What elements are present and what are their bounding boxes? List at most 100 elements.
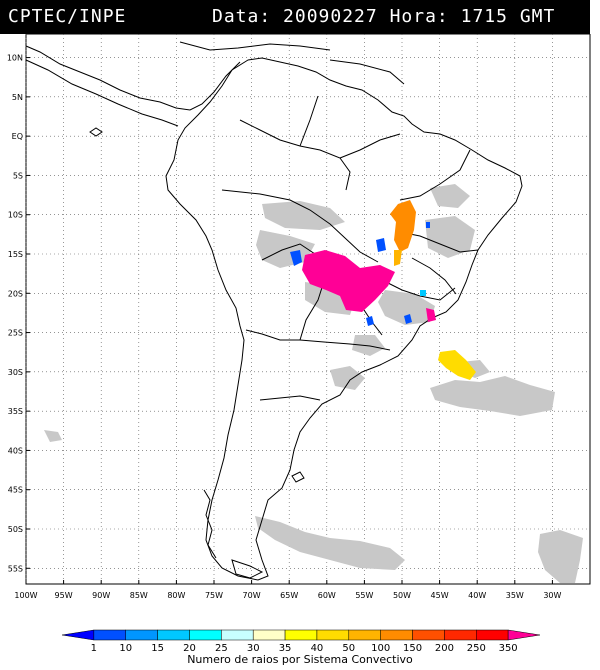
- border-13: [259, 395, 321, 401]
- colorbar-segment: [507, 629, 541, 641]
- colorbar-label: 200: [435, 643, 454, 653]
- source-label: CPTEC/INPE: [8, 6, 127, 27]
- cloud-south-atlantic: [430, 376, 555, 416]
- lon-tick-label: 65W: [280, 591, 298, 600]
- lon-tick-label: 75W: [205, 591, 223, 600]
- date-label: Data:: [212, 6, 272, 27]
- colorbar-segment: [93, 629, 126, 641]
- longitude-labels: 100W 95W 90W 85W 80W 75W 70W 65W 60W 55W 50W 45W 40W…: [14, 580, 562, 600]
- border-1: [221, 189, 379, 263]
- cell-cyan: [420, 290, 426, 296]
- cloud-south-east: [538, 530, 583, 583]
- colorbar-boxes: [61, 629, 541, 641]
- lon-tick-label: 100W: [14, 591, 37, 600]
- colorbar-label: 250: [467, 643, 486, 653]
- cell-blue-bolivia: [290, 250, 302, 266]
- colorbar-segment: [252, 629, 286, 641]
- falklands: [291, 471, 305, 483]
- lon-tick-label: 30W: [543, 591, 561, 600]
- cloud-east-brazil: [425, 216, 475, 258]
- colorbar-label: 40: [311, 643, 324, 653]
- colorbar-segment: [125, 629, 158, 641]
- border-11: [411, 257, 457, 295]
- colorbar-label: 15: [151, 643, 164, 653]
- lat-tick-label: 15S: [8, 250, 23, 259]
- cell-yellow-atlantic: [438, 350, 476, 380]
- colorbar-segment: [348, 629, 381, 641]
- convective-systems: [290, 200, 476, 380]
- lat-tick-label: 35S: [8, 407, 23, 416]
- colorbar-label: 30: [247, 643, 260, 653]
- cloud-argentina: [330, 366, 365, 390]
- colorbar-segment: [412, 629, 445, 641]
- lat-tick-label: 50S: [8, 525, 23, 534]
- cloud-cover: [44, 184, 583, 583]
- time-value: 1715: [460, 6, 508, 27]
- lat-tick-label: 40S: [8, 446, 23, 455]
- coast-caribbean-2: [329, 59, 405, 85]
- border-12: [245, 329, 300, 341]
- map-header: CPTEC/INPE Data: 20090227 Hora: 1715 GMT: [0, 0, 590, 34]
- cell-amber: [394, 250, 402, 266]
- datetime-label: Data: 20090227 Hora: 1715 GMT: [212, 6, 555, 27]
- cell-blue-south-1: [366, 316, 374, 326]
- border-10: [399, 149, 471, 201]
- border-7: [299, 339, 391, 351]
- border-4: [339, 133, 401, 159]
- lat-tick-label: 30S: [8, 368, 23, 377]
- lat-tick-label: 10N: [7, 54, 23, 63]
- colorbar-label: 25: [215, 643, 228, 653]
- lon-tick-label: 85W: [130, 591, 148, 600]
- colorbar-segment: [189, 629, 222, 641]
- chile-islands: [203, 489, 217, 559]
- lon-tick-label: 50W: [393, 591, 411, 600]
- lon-tick-label: 35W: [506, 591, 524, 600]
- lat-tick-label: 25S: [8, 329, 23, 338]
- cloud-central-north: [262, 201, 345, 230]
- colorbar-segment: [221, 629, 254, 641]
- lon-tick-label: 90W: [92, 591, 110, 600]
- lightning-map: 10N5NEQ5S10S15S20S25S30S35S40S45S50S55S …: [7, 34, 591, 600]
- time-label: Hora:: [389, 6, 449, 27]
- map-frame: [25, 34, 591, 585]
- lon-tick-label: 80W: [167, 591, 185, 600]
- colorbar: 1 10 15 20 25 30 35 40 50 100 150 200 250 350: [61, 629, 541, 653]
- colorbar-segment: [476, 629, 509, 641]
- coast-caribbean-1: [179, 41, 331, 51]
- lon-tick-label: 55W: [355, 591, 373, 600]
- lat-tick-label: 20S: [8, 289, 23, 298]
- lat-tick-label: 45S: [8, 486, 23, 495]
- colorbar-label: 35: [279, 643, 292, 653]
- colorbar-caption: Numero de raios por Sistema Convectivo: [187, 653, 413, 666]
- galapagos: [89, 127, 103, 137]
- lon-tick-label: 40W: [468, 591, 486, 600]
- colorbar-segment: [316, 629, 350, 641]
- cell-orange-north: [390, 200, 416, 252]
- border-9: [399, 231, 479, 253]
- colorbar-label: 350: [499, 643, 518, 653]
- colorbar-segment: [444, 629, 477, 641]
- lon-tick-label: 70W: [243, 591, 261, 600]
- coast-central-america: [25, 45, 241, 111]
- cell-blue-east: [426, 222, 430, 228]
- colorbar-label: 150: [403, 643, 422, 653]
- colorbar-segment: [380, 629, 413, 641]
- cell-magenta-coast: [426, 308, 436, 322]
- coast-south-america: [165, 57, 523, 581]
- tierra-del-fuego: [231, 559, 264, 579]
- colorbar-segment: [61, 629, 95, 641]
- lat-tick-label: 5S: [13, 171, 23, 180]
- lat-tick-label: 55S: [8, 564, 23, 573]
- date-value: 20090227: [283, 6, 378, 27]
- lon-tick-label: 45W: [431, 591, 449, 600]
- cloud-northeast: [430, 184, 470, 208]
- cloud-se-brazil: [378, 290, 435, 325]
- colorbar-labels: 1 10 15 20 25 30 35 40 50 100 150 200 250 350: [91, 643, 518, 653]
- cloud-paraguay: [305, 282, 355, 315]
- colorbar-label: 20: [183, 643, 196, 653]
- cloud-patagonia: [255, 516, 405, 570]
- lon-tick-label: 60W: [318, 591, 336, 600]
- cell-blue-south-2: [404, 314, 412, 324]
- colorbar-segment: [157, 629, 190, 641]
- lat-tick-label: EQ: [12, 132, 23, 141]
